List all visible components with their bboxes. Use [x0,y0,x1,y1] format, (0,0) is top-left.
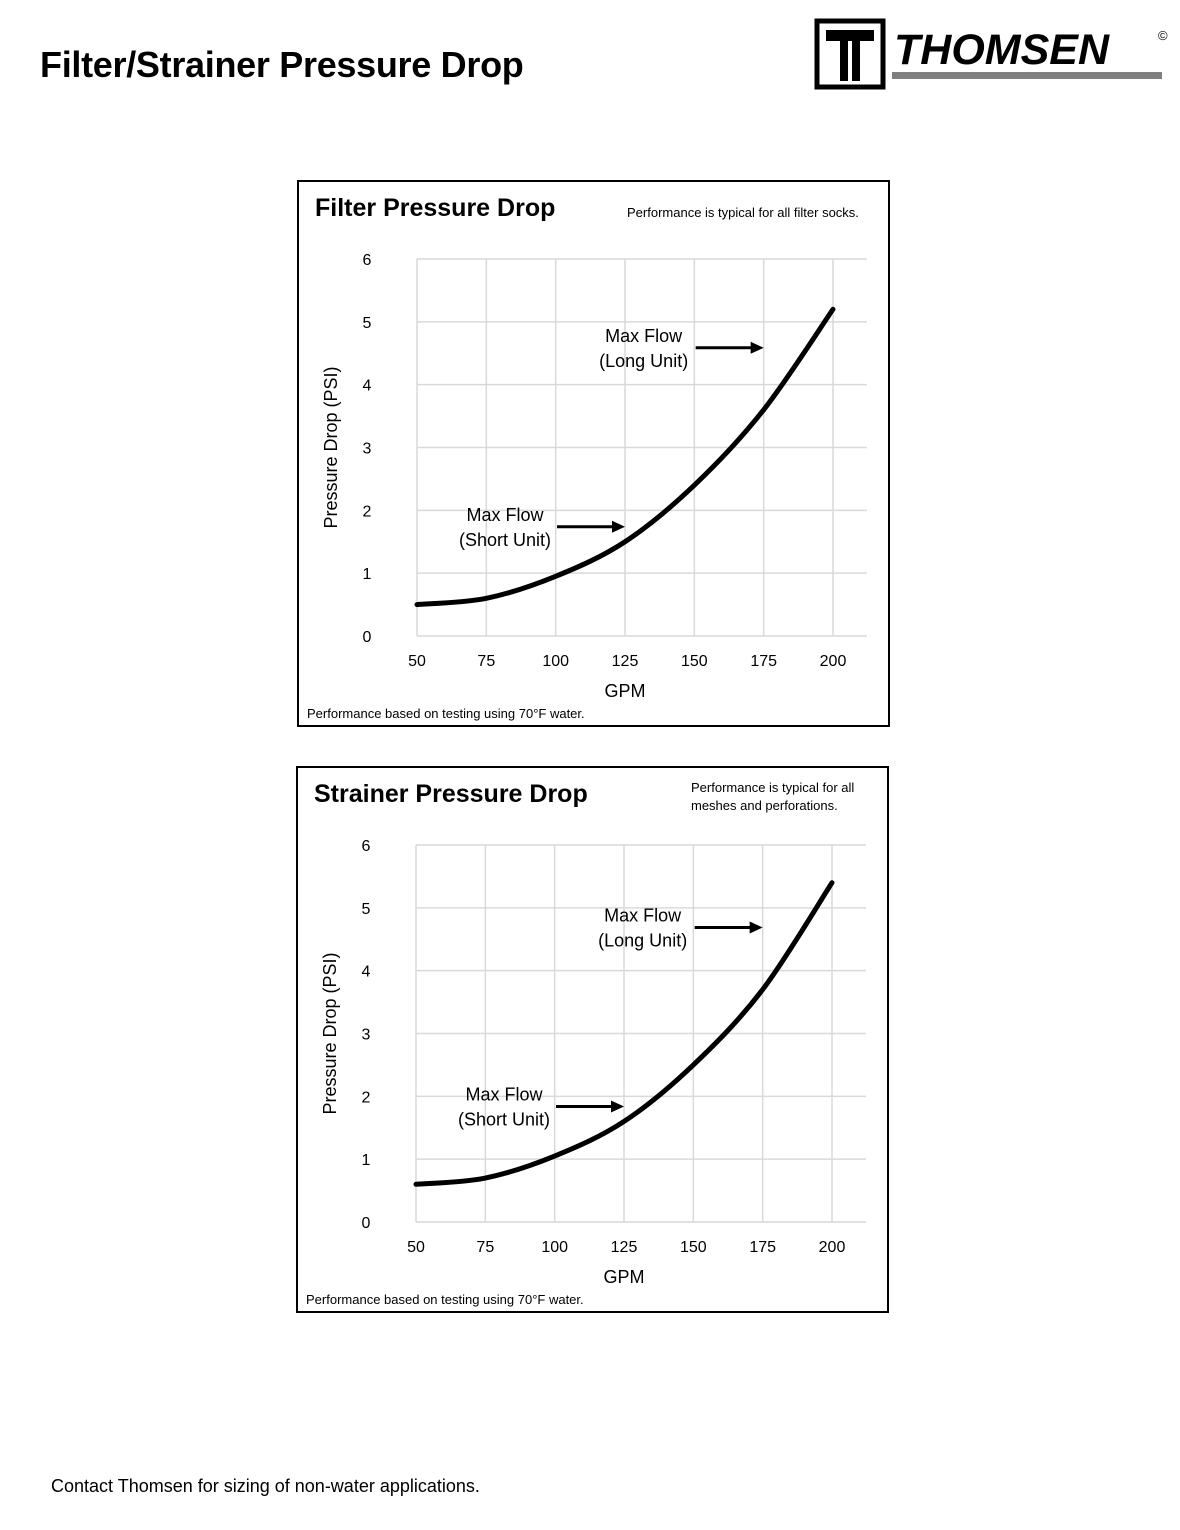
annotation-label: (Short Unit) [459,530,551,550]
logo-frame [814,18,886,90]
annotation-arrow-head [612,520,625,533]
y-tick-label: 2 [363,503,372,520]
x-tick-label: 200 [820,653,847,670]
x-tick-label: 150 [681,653,708,670]
annotation-arrow-head [749,921,763,934]
chart-note-line-1: Performance is typical for all [691,780,855,795]
chart-note-line-2: meshes and perforations. [691,798,838,813]
y-tick-label: 0 [363,629,372,646]
x-tick-label: 125 [612,653,639,670]
x-tick-label: 50 [407,1239,425,1256]
y-tick-label: 6 [363,252,372,269]
y-tick-label: 6 [362,838,371,855]
pressure-drop-curve [413,880,835,1187]
y-axis-title: Pressure Drop (PSI) [320,952,340,1114]
thomsen-logo: THOMSEN © [814,18,1168,90]
x-tick-label: 175 [750,653,777,670]
logo-wordmark: THOMSEN [894,26,1110,74]
logo-registered-mark: © [1158,28,1168,43]
annotation-label: Max Flow [604,906,682,926]
page-title: Filter/Strainer Pressure Drop [40,44,524,85]
y-tick-label: 3 [362,1027,371,1044]
x-tick-label: 75 [476,1239,494,1256]
strainer-chart: Strainer Pressure Drop Performance is ty… [296,766,889,1313]
logo-t-stem-left [840,41,848,81]
pressure-drop-curve [414,306,836,608]
annotation-label: Max Flow [465,1084,543,1104]
annotation-label: (Long Unit) [598,931,687,951]
footer-note: Contact Thomsen for sizing of non-water … [51,1476,480,1496]
y-axis-title: Pressure Drop (PSI) [321,366,341,528]
logo-underline-bar [892,72,1162,79]
annotation-label: (Short Unit) [458,1109,550,1129]
x-tick-label: 100 [541,1239,568,1256]
y-tick-label: 5 [363,315,372,332]
x-axis-title: GPM [604,681,645,701]
filter-chart: Filter Pressure Drop Performance is typi… [297,180,890,727]
y-tick-label: 0 [362,1215,371,1232]
y-tick-label: 1 [362,1152,371,1169]
annotation-label: Max Flow [605,326,683,346]
annotation-label: Max Flow [466,505,544,525]
filter-chart-plot: 0 1 2 3 4 5 6 50 75 100 125 150 175 200 GPM Pressure Dr… [321,252,867,701]
y-tick-label: 1 [363,566,372,583]
chart-footnote: Performance based on testing using 70°F … [306,1292,584,1307]
x-tick-label: 175 [749,1239,776,1256]
x-axis-title: GPM [603,1267,644,1287]
x-tick-label: 75 [477,653,495,670]
annotation-label: (Long Unit) [599,351,688,371]
strainer-chart-plot: 0 1 2 3 4 5 6 50 75 100 125 150 175 200 GPM Pressure Dr… [320,838,866,1287]
logo-t-stem-right [852,41,860,81]
chart-note: Performance is typical for all filter so… [627,205,859,220]
y-tick-label: 5 [362,901,371,918]
x-tick-label: 125 [611,1239,638,1256]
x-tick-label: 150 [680,1239,707,1256]
chart-note: Performance is typical for all meshes an… [691,779,854,815]
x-tick-label: 200 [819,1239,846,1256]
x-tick-label: 50 [408,653,426,670]
annotation-arrow-head [611,1100,624,1113]
chart-footnote: Performance based on testing using 70°F … [307,706,585,721]
chart-title: Filter Pressure Drop [315,194,556,222]
y-tick-label: 2 [362,1089,371,1106]
y-tick-label: 4 [362,964,371,981]
logo-t-bar [826,30,874,41]
annotation-arrow-head [750,341,764,354]
y-tick-label: 3 [363,441,372,458]
chart-title: Strainer Pressure Drop [314,780,588,808]
x-tick-label: 100 [542,653,569,670]
y-tick-label: 4 [363,378,372,395]
